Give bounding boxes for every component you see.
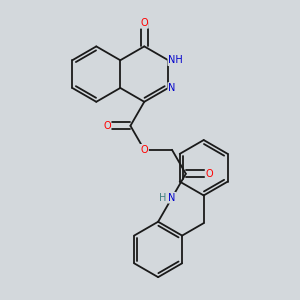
Text: N: N [168,83,175,93]
Text: H: H [159,193,166,203]
Text: O: O [206,169,213,179]
Text: O: O [140,18,148,28]
Text: N: N [168,193,176,203]
Text: O: O [140,145,148,155]
Text: O: O [103,121,111,131]
Text: NH: NH [168,55,183,65]
